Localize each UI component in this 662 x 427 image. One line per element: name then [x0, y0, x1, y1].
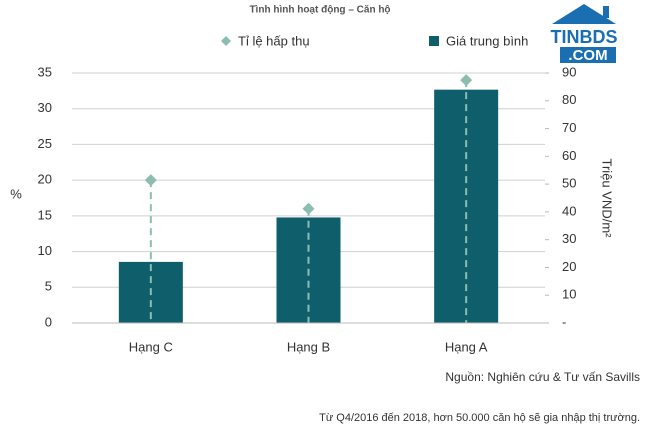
logo: TINBDS .COM — [551, 4, 618, 64]
x-tick-label: Hạng B — [287, 339, 330, 354]
source: Nguồn: Nghiên cứu & Tư vấn Savills — [445, 370, 640, 384]
y-tick-label: 10 — [38, 243, 52, 258]
y2-axis-label: Triệu VND/m² — [600, 159, 615, 239]
y2-tick-label: - — [562, 314, 566, 329]
logo-roof — [552, 4, 616, 24]
logo-band — [560, 47, 616, 63]
y2-tick-label: 60 — [562, 148, 576, 163]
y-tick-label: 20 — [38, 172, 52, 187]
y-axis-label: % — [10, 186, 22, 201]
legend-item: Tỉ lệ hấp thụ — [221, 33, 310, 48]
point — [302, 202, 315, 215]
y-tick-label: 35 — [38, 64, 52, 79]
y-tick-label: 15 — [38, 207, 52, 222]
logo-chimney — [603, 6, 609, 18]
y-tick-label: 5 — [45, 279, 52, 294]
y2-tick-label: 80 — [562, 92, 576, 107]
y2-tick-label: 70 — [562, 120, 576, 135]
chart-title: Tình hình hoạt động – Căn hộ — [249, 5, 390, 16]
y2-tick-label: 10 — [562, 287, 576, 302]
x-tick-label: Hạng C — [129, 339, 173, 354]
y-tick-label: 0 — [45, 314, 52, 329]
y2-tick-label: 90 — [562, 64, 576, 79]
x-tick-label: Hạng A — [445, 339, 488, 354]
point — [460, 74, 473, 87]
y2-tick-label: 40 — [562, 203, 576, 218]
y2-tick-label: 30 — [562, 231, 576, 246]
y2-tick-label: 20 — [562, 259, 576, 274]
legend-label: Giá trung bình — [446, 33, 528, 48]
y2-tick-label: 50 — [562, 176, 576, 191]
logo-domain: .COM — [568, 47, 607, 64]
logo-name: TINBDS — [551, 27, 618, 47]
legend-marker — [221, 36, 231, 46]
point — [144, 174, 157, 187]
legend-label: Tỉ lệ hấp thụ — [238, 33, 310, 48]
legend-marker — [429, 36, 439, 46]
y-tick-label: 25 — [38, 136, 52, 151]
footnote: Từ Q4/2016 đến 2018, hơn 50.000 căn hộ s… — [319, 412, 640, 424]
legend-item: Giá trung bình — [429, 33, 528, 48]
y-tick-label: 30 — [38, 100, 52, 115]
